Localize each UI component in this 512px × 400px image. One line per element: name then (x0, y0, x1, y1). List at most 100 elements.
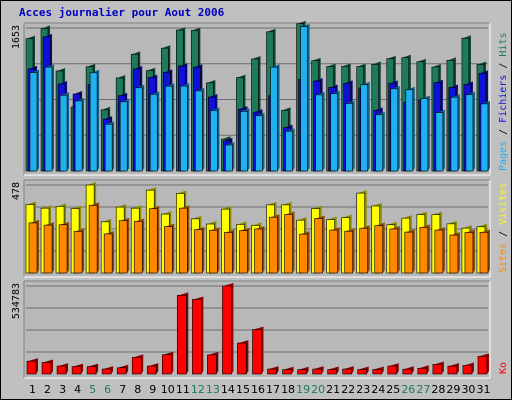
bar-kbytes (161, 354, 172, 375)
bar-kbytes (41, 362, 52, 375)
bar-sites (163, 226, 173, 274)
bar-pages (225, 144, 233, 172)
xtick-day: 23 (356, 383, 370, 396)
bar-kbytes (417, 367, 428, 375)
bar-pages (29, 72, 38, 172)
bar-sites (374, 225, 384, 274)
bar-pages (315, 94, 323, 172)
bar-sites (209, 229, 218, 274)
xtick-day: 6 (104, 383, 111, 396)
xtick-day: 1 (29, 383, 36, 396)
legend-item: Ko (498, 362, 509, 374)
bar-kbytes (462, 365, 473, 375)
xtick-day: 19 (296, 383, 310, 396)
xtick-day: 3 (59, 383, 66, 396)
bar-sites (118, 220, 128, 274)
bar-sites (479, 232, 489, 274)
bar-pages (405, 89, 414, 172)
bar-pages (345, 103, 353, 172)
bar-kbytes (116, 367, 127, 375)
bar-kbytes (282, 369, 292, 375)
xtick-day: 17 (266, 383, 280, 396)
xtick-day: 2 (44, 383, 51, 396)
bar-kbytes (146, 365, 157, 375)
bar-kbytes (387, 365, 398, 375)
bar-sites (299, 233, 308, 274)
bar-pages (390, 88, 399, 172)
bar-kbytes (222, 285, 232, 375)
bar-pages (435, 112, 444, 172)
xtick-day: 26 (401, 383, 415, 396)
bar-sites (103, 233, 113, 274)
bar-pages (104, 123, 113, 172)
xtick-day: 18 (281, 383, 295, 396)
bar-kbytes (252, 329, 262, 375)
bar-pages (240, 111, 248, 172)
bar-kbytes (447, 365, 458, 375)
xtick-day: 12 (191, 383, 205, 396)
legend-visits-sites: Sites / Visites (498, 183, 509, 273)
panel-hits-files-pages: 1653 Pages / Fichiers / Hits (11, 20, 509, 176)
bar-pages (285, 130, 293, 172)
bar-kbytes (342, 368, 352, 375)
chart-title: Acces journalier pour Aout 2006 (19, 6, 225, 19)
bar-sites (43, 224, 53, 274)
xtick-day: 21 (326, 383, 340, 396)
xtick-day: 15 (236, 383, 250, 396)
bar-sites (28, 222, 38, 274)
panel-visits-sites: 478 Sites / Visites (11, 179, 509, 278)
bar-sites (254, 228, 263, 274)
bar-pages (420, 98, 429, 172)
bar-kbytes (101, 368, 112, 375)
xtick-day: 30 (461, 383, 475, 396)
bar-pages (300, 26, 308, 172)
bar-pages (255, 115, 263, 172)
xtick-day: 29 (446, 383, 460, 396)
bar-sites (329, 229, 338, 274)
bar-pages (195, 90, 203, 172)
legend-item: Visites (498, 183, 509, 225)
bar-sites (314, 218, 323, 274)
bar-pages (134, 87, 143, 172)
bar-sites (389, 228, 399, 274)
bar-pages (210, 110, 218, 172)
ytick-label: 478 (11, 182, 22, 200)
bar-kbytes (26, 360, 37, 375)
bar-sites (88, 205, 98, 274)
legend-separator: / (498, 57, 509, 75)
bar-sites (239, 230, 248, 274)
panel-kbytes: 534783 Ko (11, 280, 509, 379)
legend-separator: / (498, 225, 509, 243)
bar-sites (58, 224, 68, 274)
bar-kbytes (402, 368, 413, 375)
xtick-day: 31 (476, 383, 490, 396)
bar-kbytes (357, 369, 368, 375)
bar-pages (164, 85, 173, 172)
bar-sites (404, 231, 414, 274)
bar-sites (449, 234, 459, 274)
bar-pages (44, 66, 53, 172)
bar-kbytes (86, 366, 97, 375)
bar-kbytes (432, 364, 443, 375)
bar-kbytes (131, 357, 142, 375)
bar-sites (359, 227, 369, 274)
bar-sites (179, 207, 188, 274)
bar-kbytes (312, 368, 322, 375)
bar-pages (149, 94, 158, 172)
legend-item: Pages (498, 141, 509, 171)
bar-sites (419, 227, 429, 274)
xtick-day: 4 (74, 383, 81, 396)
legend-hits-files-pages: Pages / Fichiers / Hits (498, 33, 509, 172)
bar-sites (464, 232, 474, 274)
xtick-day: 27 (416, 383, 430, 396)
legend-kbytes: Ko (498, 362, 509, 374)
bar-pages (450, 96, 459, 172)
bar-sites (434, 229, 444, 274)
xtick-day: 7 (119, 383, 126, 396)
xtick-day: 25 (386, 383, 400, 396)
xtick-day: 11 (176, 383, 190, 396)
xtick-day: 8 (134, 383, 141, 396)
xtick-day: 13 (206, 383, 220, 396)
